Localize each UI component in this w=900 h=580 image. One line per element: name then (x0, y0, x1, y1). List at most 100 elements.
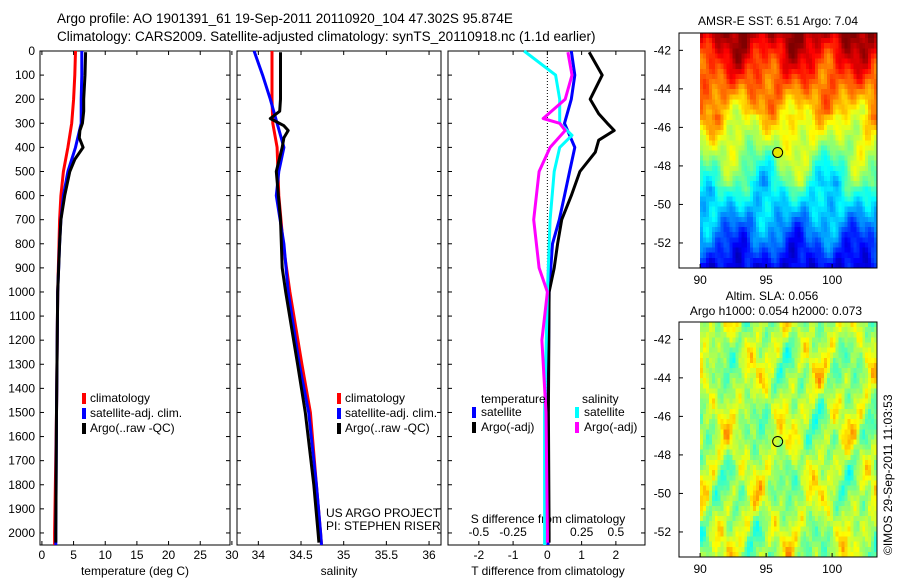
y-tick-label: 2000 (8, 526, 35, 540)
x-tick-label: 34.5 (289, 548, 313, 562)
map-y-tick-label: -46 (654, 120, 672, 134)
x-tick-label: -2 (473, 548, 484, 562)
project-annotation: US ARGO PROJECT (326, 506, 441, 520)
map-y-tick-label: -52 (654, 236, 672, 250)
y-tick-label: 400 (15, 140, 35, 154)
legend-label: satellite-adj. clim. (90, 406, 182, 420)
map-axes-2: 90 95 100 -42 -44 -46 -48 -50 -52 (654, 321, 878, 576)
map-y-tick-label: -42 (654, 43, 672, 57)
t-difference-axis-label: T difference from climatology (471, 564, 625, 578)
series-line-satellite-adj-clim- (54, 51, 84, 545)
y-tick-label: 1600 (8, 430, 35, 444)
legend-label: Argo(..raw -QC) (90, 421, 175, 435)
legend-swatch (337, 393, 341, 404)
sst-map (700, 33, 877, 268)
map-axes-1: 90 95 100 -42 -44 -46 -48 -50 -52 (654, 32, 878, 287)
y-tick-label: 100 (15, 68, 35, 82)
y-tick-label: 0 (28, 44, 35, 58)
legend-swatch (82, 393, 86, 404)
legend-swatch (472, 422, 476, 433)
map-y-tick-label: -44 (654, 82, 672, 96)
series-line-satellite-adj-clim- (252, 50, 323, 546)
figure-title-line1: Argo profile: AO 1901391_61 19-Sep-2011 … (57, 11, 513, 26)
profile-panel-1: 0100200300400500600700800900100011001200… (8, 44, 239, 562)
profile-panel-2: 34 34.5 35 35.5 36 climatologysatellite-adj. … (236, 50, 442, 562)
map-x-tick-label: 90 (693, 562, 707, 576)
x-tick-label: 0 (39, 548, 46, 562)
legend-label: Argo(-adj) (584, 420, 637, 434)
legend-label: Argo(-adj) (481, 420, 534, 434)
y-tick-label: 300 (15, 116, 35, 130)
map-x-tick-label: 95 (759, 273, 773, 287)
y-tick-label: 800 (15, 237, 35, 251)
x2-tick-label: -0.25 (499, 525, 527, 539)
sla-map (700, 322, 877, 557)
salinity-axis-label: salinity (321, 564, 358, 578)
figure-title-line2: Climatology: CARS2009. Satellite-adjuste… (57, 29, 596, 44)
y-tick-label: 500 (15, 164, 35, 178)
y-tick-label: 1200 (8, 333, 35, 347)
map-y-tick-label: -52 (654, 525, 672, 539)
legend-label: satellite-adj. clim. (345, 406, 437, 420)
x-tick-label: 0 (544, 548, 551, 562)
y-tick-label: 1400 (8, 381, 35, 395)
sla-map-title: Altim. SLA: 0.056 (726, 289, 819, 303)
y-tick-label: 600 (15, 189, 35, 203)
temperature-axis-label: temperature (deg C) (81, 564, 189, 578)
map-frame (678, 321, 878, 558)
legend-swatch (337, 423, 341, 434)
sla-map-subtitle: Argo h1000: 0.054 h2000: 0.073 (690, 304, 862, 318)
map-y-tick-label: -50 (654, 197, 672, 211)
y-tick-label: 200 (15, 92, 35, 106)
x-tick-label: 35.5 (375, 548, 399, 562)
y-tick-label: 1000 (8, 285, 35, 299)
panel-frame (236, 50, 442, 546)
x-tick-label: 1 (578, 548, 585, 562)
x-tick-label: -1 (508, 548, 519, 562)
x-tick-label: 25 (194, 548, 208, 562)
argo-location-marker (772, 146, 784, 158)
map-x-tick-label: 100 (822, 273, 842, 287)
x-tick-label: 35 (337, 548, 351, 562)
legend-swatch (82, 423, 86, 434)
legend-swatch (472, 407, 476, 418)
map-y-tick-label: -42 (654, 332, 672, 346)
legend-label: climatology (345, 391, 405, 405)
timestamp-stamp: ©IMOS 29-Sep-2011 11:03:53 (881, 394, 895, 555)
map-y-tick-label: -48 (654, 448, 672, 462)
series-line-s-argo-adj- (532, 51, 574, 543)
legend-swatch (337, 408, 341, 419)
map-y-tick-label: -50 (654, 486, 672, 500)
sst-map-title: AMSR-E SST: 6.51 Argo: 7.04 (698, 14, 858, 28)
x2-tick-label: 0.25 (570, 525, 594, 539)
legend-label: satellite (584, 405, 625, 419)
map-frame (678, 32, 878, 269)
x-tick-label: 34 (252, 548, 266, 562)
x-tick-label: 5 (70, 548, 77, 562)
legend-title-temperature: temperature (481, 392, 546, 406)
legend-label: climatology (90, 391, 150, 405)
map-y-tick-label: -46 (654, 409, 672, 423)
y-tick-label: 1300 (8, 357, 35, 371)
x-tick-label: 36 (422, 548, 436, 562)
y-tick-label: 1900 (8, 502, 35, 516)
legend-swatch (82, 408, 86, 419)
series-line-t-argo-adj- (546, 51, 616, 543)
map-x-tick-label: 95 (759, 562, 773, 576)
map-x-tick-label: 90 (693, 273, 707, 287)
legend-swatch (575, 422, 579, 433)
y-tick-label: 700 (15, 213, 35, 227)
x-tick-label: 15 (130, 548, 144, 562)
x2-tick-label: -0.5 (468, 525, 489, 539)
x2-tick-label: 0.5 (608, 525, 625, 539)
series-line-argo-raw-qc- (268, 52, 321, 543)
map-y-tick-label: -44 (654, 371, 672, 385)
legend-label: Argo(..raw -QC) (345, 421, 430, 435)
legend-swatch (575, 407, 579, 418)
map-y-tick-label: -48 (654, 159, 672, 173)
legend-label: satellite (481, 405, 522, 419)
y-tick-label: 1700 (8, 454, 35, 468)
argo-location-marker (772, 435, 784, 447)
x-tick-label: 2 (613, 548, 620, 562)
